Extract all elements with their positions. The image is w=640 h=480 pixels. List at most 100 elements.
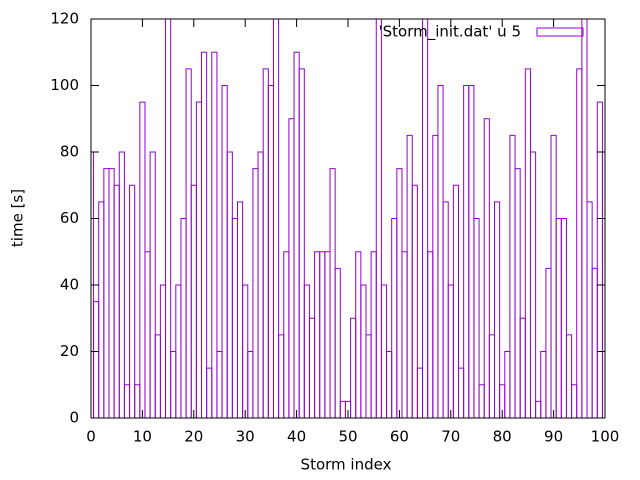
box — [185, 68, 192, 418]
box — [293, 51, 300, 418]
legend-label: 'Storm_init.dat' u 5 — [378, 23, 521, 42]
box — [560, 218, 567, 418]
box — [468, 85, 475, 418]
box — [545, 267, 552, 418]
box — [262, 68, 269, 418]
box — [550, 134, 557, 418]
box — [314, 251, 321, 418]
plot-area — [91, 19, 605, 418]
box — [134, 384, 141, 418]
box — [483, 118, 490, 418]
x-tick-label: 90 — [544, 428, 563, 446]
box — [493, 201, 501, 418]
box — [447, 284, 454, 418]
box — [586, 201, 593, 418]
box — [93, 301, 100, 418]
box — [113, 184, 120, 418]
box — [401, 251, 408, 418]
box — [231, 218, 238, 418]
x-tick-label: 100 — [591, 428, 620, 446]
box — [195, 101, 203, 418]
box — [427, 251, 434, 418]
box — [221, 85, 228, 418]
box — [303, 284, 310, 418]
box — [591, 267, 598, 418]
box — [283, 251, 290, 418]
box — [308, 317, 316, 418]
box — [411, 184, 418, 418]
box — [129, 184, 136, 418]
box — [123, 384, 131, 418]
x-tick-label: 40 — [287, 428, 306, 446]
x-tick-label: 30 — [236, 428, 255, 446]
box — [458, 367, 465, 418]
box — [540, 351, 547, 418]
box — [257, 151, 264, 418]
box — [216, 351, 223, 418]
y-tick-label: 40 — [60, 276, 79, 294]
box — [524, 68, 531, 418]
legend-swatch — [536, 27, 584, 37]
box — [144, 251, 151, 418]
box — [422, 19, 429, 418]
box — [555, 218, 562, 418]
y-tick-label: 120 — [50, 10, 79, 28]
box — [488, 334, 495, 418]
box — [272, 19, 280, 418]
box — [175, 284, 182, 418]
box — [406, 134, 413, 418]
box — [355, 251, 362, 418]
box — [334, 267, 341, 418]
box — [98, 201, 105, 418]
plot-border — [90, 18, 606, 419]
box — [514, 168, 521, 418]
box — [442, 201, 449, 418]
y-tick-label: 100 — [50, 76, 79, 94]
box — [180, 218, 187, 418]
x-tick-label: 70 — [441, 428, 460, 446]
box — [165, 19, 172, 418]
box — [329, 168, 336, 418]
box — [139, 101, 146, 418]
box — [416, 367, 424, 418]
box — [118, 151, 125, 418]
box — [103, 168, 110, 418]
box — [596, 101, 603, 418]
box — [242, 284, 249, 418]
box — [267, 85, 274, 418]
x-axis-label: Storm index — [301, 456, 392, 474]
box — [170, 351, 177, 418]
box — [154, 334, 161, 418]
box — [278, 334, 285, 418]
box — [365, 334, 372, 418]
box — [226, 151, 233, 418]
box — [478, 384, 485, 418]
box — [288, 118, 295, 418]
box — [463, 85, 470, 418]
box — [509, 134, 516, 418]
box — [370, 251, 377, 418]
box — [380, 284, 388, 418]
x-tick-label: 60 — [390, 428, 409, 446]
box — [190, 184, 197, 418]
box — [108, 168, 115, 418]
box — [206, 367, 213, 418]
x-tick-label: 50 — [338, 428, 357, 446]
box — [339, 400, 346, 418]
box — [565, 334, 573, 418]
box — [452, 184, 460, 418]
box — [432, 134, 439, 418]
x-tick-label: 80 — [493, 428, 512, 446]
y-axis-label: time [s] — [9, 189, 27, 247]
box — [375, 19, 382, 418]
y-tick-label: 0 — [69, 409, 79, 427]
box — [529, 151, 537, 418]
box — [149, 151, 156, 418]
y-tick-label: 80 — [60, 143, 79, 161]
box — [236, 201, 244, 418]
box — [350, 317, 357, 418]
box — [576, 68, 583, 418]
box — [252, 168, 259, 418]
y-tick-label: 60 — [60, 209, 79, 227]
